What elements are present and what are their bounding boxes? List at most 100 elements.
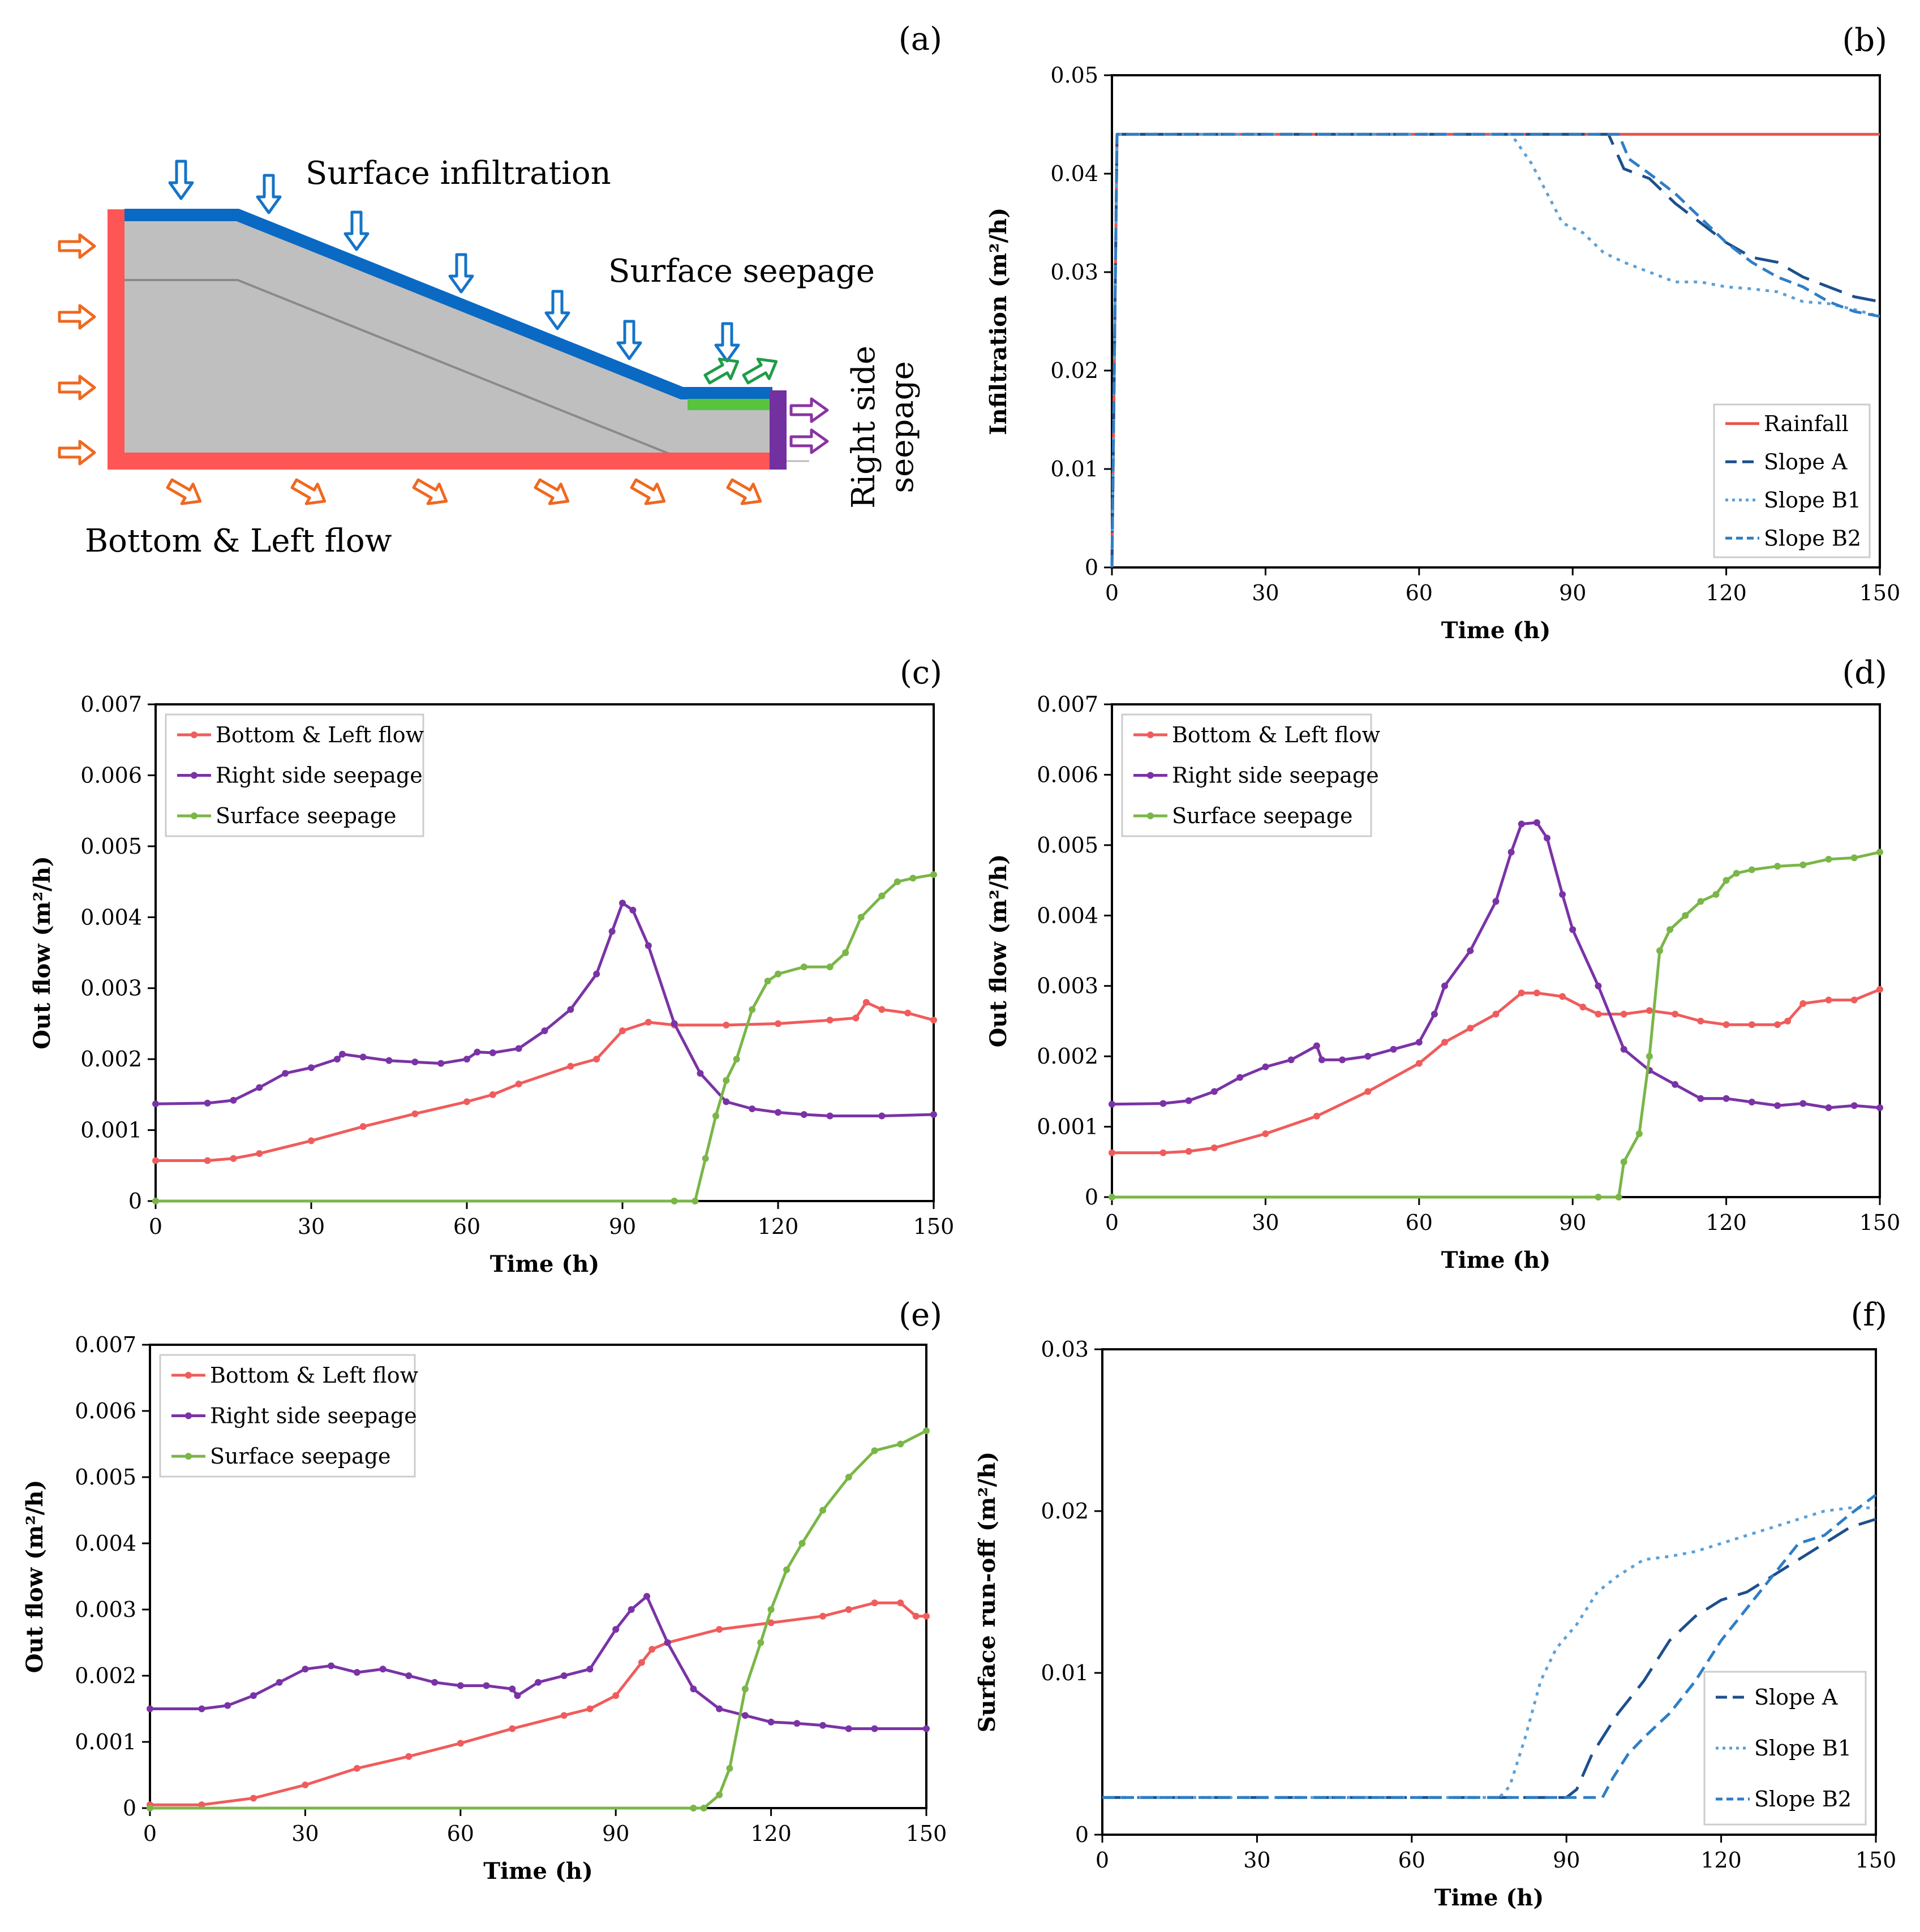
data-point: [1559, 993, 1566, 1000]
data-point: [1467, 1025, 1474, 1032]
x-tick-label: 90: [1553, 1848, 1580, 1873]
slope-internal-line: [116, 279, 674, 457]
data-point: [1825, 996, 1832, 1004]
data-point: [515, 1081, 522, 1088]
data-point: [1697, 1017, 1704, 1025]
y-tick-label: 0: [128, 1189, 142, 1214]
x-tick-label: 120: [758, 1214, 799, 1239]
y-tick-label: 0.007: [75, 1332, 136, 1357]
data-point: [586, 1705, 594, 1712]
orange-arrow-icon: [58, 233, 96, 259]
x-axis-title: Time (h): [1434, 1884, 1544, 1911]
bottom-left-flow-label: Bottom & Left flow: [85, 523, 392, 560]
data-point: [1850, 854, 1858, 862]
data-point: [826, 1112, 834, 1120]
data-point: [862, 999, 870, 1006]
data-point: [1697, 898, 1704, 905]
data-point: [250, 1795, 257, 1802]
data-point: [826, 963, 834, 971]
data-point: [147, 1805, 153, 1811]
data-point: [897, 1440, 904, 1448]
data-point: [385, 1057, 393, 1064]
legend-label: Right side seepage: [1172, 763, 1379, 788]
blue-arrow-icon: [343, 210, 370, 251]
data-point: [930, 1111, 937, 1118]
data-point: [1262, 1063, 1269, 1070]
data-point: [593, 1056, 600, 1063]
x-tick-label: 150: [913, 1214, 955, 1239]
data-point: [230, 1096, 237, 1104]
y-tick-label: 0.04: [1050, 161, 1098, 186]
right-boundary: [770, 390, 787, 470]
y-axis-title: Out flow (m²/h): [22, 1480, 48, 1673]
orange-arrow-icon: [58, 304, 96, 330]
legend-label: Bottom & Left flow: [216, 722, 424, 747]
data-point: [1287, 1056, 1295, 1064]
series-line: [1110, 132, 1880, 568]
x-tick-label: 0: [1096, 1848, 1109, 1873]
plot-frame: [1111, 74, 1881, 569]
series-line: [150, 1429, 927, 1810]
data-point: [328, 1662, 335, 1669]
data-point: [1646, 1007, 1653, 1014]
data-point: [819, 1507, 827, 1514]
data-point: [1876, 849, 1883, 856]
data-point: [1799, 861, 1807, 868]
data-point: [1492, 898, 1500, 905]
data-point: [1635, 1130, 1643, 1138]
data-point: [648, 1646, 656, 1653]
data-point: [930, 871, 937, 879]
data-point: [457, 1682, 464, 1689]
legend-label: Bottom & Left flow: [210, 1363, 419, 1388]
y-tick-label: 0.006: [80, 763, 142, 788]
data-point: [845, 1725, 852, 1732]
y-tick-label: 0.01: [1050, 457, 1098, 481]
data-point: [198, 1801, 205, 1809]
x-tick-label: 0: [143, 1821, 157, 1846]
legend-marker: [191, 772, 197, 779]
data-point: [1559, 890, 1566, 898]
series-line: [150, 1595, 926, 1731]
chart-panel-d: (d) 0 30 60 90 120 150 0 0.001 0.002 0.003 0.004 0.0…: [985, 655, 1900, 1273]
data-point: [308, 1064, 315, 1072]
data-point: [437, 1060, 445, 1067]
legend-marker: [191, 731, 197, 738]
data-point: [593, 970, 600, 978]
data-point: [147, 1705, 153, 1712]
data-point: [1313, 1112, 1320, 1120]
y-tick-label: 0.004: [75, 1531, 136, 1556]
data-point: [1774, 1102, 1781, 1109]
data-point: [904, 1009, 912, 1017]
data-point: [1876, 1104, 1883, 1111]
x-axis-title: Time (h): [490, 1251, 600, 1277]
data-point: [897, 1599, 904, 1607]
data-point: [1313, 1042, 1320, 1049]
orange-arrow-icon: [726, 478, 762, 505]
x-axis-title: Time (h): [483, 1858, 593, 1884]
y-tick-label: 0.002: [75, 1663, 136, 1688]
data-point: [535, 1679, 542, 1686]
x-tick-label: 0: [1105, 580, 1119, 605]
data-point: [198, 1705, 205, 1712]
x-tick-label: 0: [1105, 1210, 1119, 1235]
data-point: [1656, 947, 1663, 954]
data-point: [923, 1612, 930, 1620]
legend: Rainfall Slope A Slope B1 Slope B2: [1713, 403, 1871, 558]
y-tick-label: 0.006: [1037, 762, 1098, 787]
blue-arrow-icon: [714, 322, 740, 363]
data-point: [1262, 1130, 1269, 1138]
legend-label: Right side seepage: [210, 1404, 417, 1428]
data-point: [1825, 1104, 1832, 1111]
data-point: [204, 1099, 211, 1107]
data-point: [276, 1679, 283, 1686]
data-point: [1723, 1095, 1730, 1102]
data-point: [1507, 849, 1515, 856]
data-point: [749, 1006, 756, 1013]
data-point: [726, 1765, 733, 1772]
data-point: [783, 1566, 791, 1573]
x-tick-label: 60: [1406, 1210, 1433, 1235]
data-point: [857, 914, 865, 921]
series-line: [155, 901, 934, 1117]
left-boundary: [108, 209, 124, 470]
y-tick-label: 0: [1085, 555, 1098, 580]
